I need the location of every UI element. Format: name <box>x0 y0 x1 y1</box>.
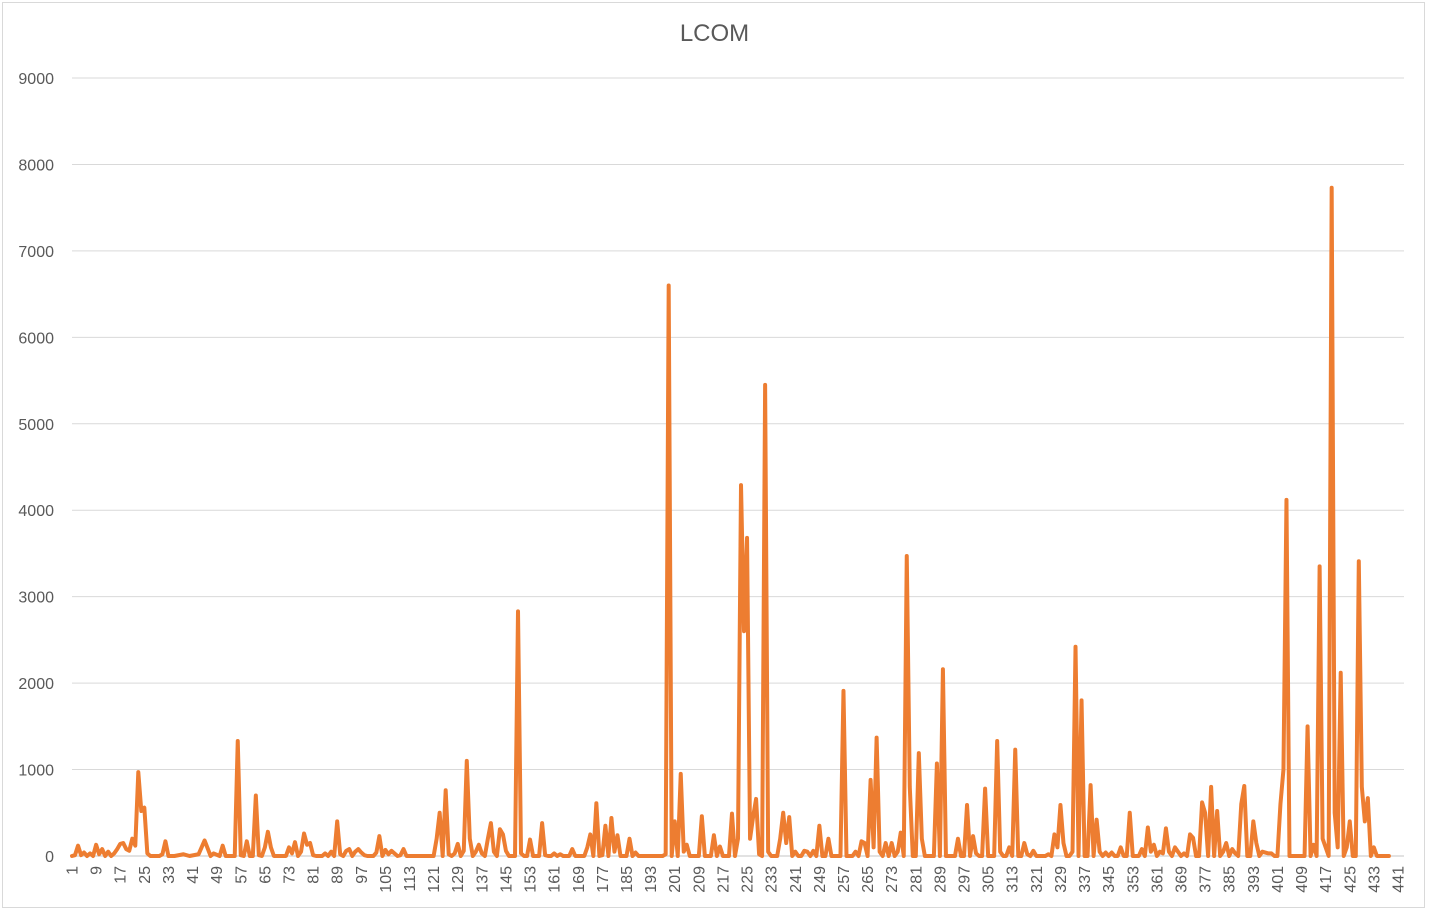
x-tick-label: 73 <box>281 866 298 884</box>
x-tick-label: 105 <box>378 866 395 893</box>
x-tick-label: 113 <box>402 866 419 892</box>
x-tick-label: 401 <box>1270 866 1287 893</box>
x-tick-label: 321 <box>1029 866 1046 893</box>
x-tick-label: 441 <box>1390 866 1407 893</box>
y-axis-ticks: 0 1000 2000 3000 4000 5000 6000 7000 8000 9000 <box>18 71 54 866</box>
x-tick-label: 17 <box>113 866 130 884</box>
x-tick-label: 129 <box>450 866 467 893</box>
x-tick-label: 345 <box>1101 866 1118 893</box>
x-tick-label: 137 <box>474 866 491 893</box>
x-tick-label: 153 <box>523 866 540 893</box>
x-tick-label: 145 <box>498 866 515 893</box>
x-tick-label: 57 <box>233 866 250 884</box>
x-tick-label: 385 <box>1222 866 1239 893</box>
x-tick-label: 25 <box>137 866 154 884</box>
x-tick-label: 241 <box>788 866 805 893</box>
x-tick-label: 281 <box>908 866 925 893</box>
x-tick-label: 249 <box>812 866 829 893</box>
x-tick-label: 65 <box>257 866 274 884</box>
x-tick-label: 265 <box>860 866 877 893</box>
y-tick-label: 6000 <box>18 330 54 347</box>
x-tick-label: 353 <box>1125 866 1142 893</box>
x-tick-label: 9 <box>89 866 106 875</box>
y-tick-label: 0 <box>45 849 54 866</box>
y-tick-label: 4000 <box>18 503 54 520</box>
x-tick-label: 297 <box>957 866 974 893</box>
y-tick-label: 5000 <box>18 417 54 434</box>
x-tick-label: 49 <box>209 866 226 884</box>
x-tick-label: 121 <box>426 866 443 893</box>
x-tick-label: 417 <box>1318 866 1335 893</box>
x-tick-label: 337 <box>1077 866 1094 893</box>
x-tick-label: 409 <box>1294 866 1311 893</box>
x-tick-label: 193 <box>643 866 660 893</box>
x-tick-label: 209 <box>691 866 708 893</box>
x-tick-label: 393 <box>1246 866 1263 893</box>
y-tick-label: 7000 <box>18 244 54 261</box>
y-tick-label: 2000 <box>18 676 54 693</box>
chart-title: LCOM <box>679 20 750 47</box>
x-axis-ticks: 1 9 17 25 33 41 49 57 65 73 81 89 97 105 113 121 129 137 1… <box>65 866 1408 893</box>
series-layer <box>70 185 1391 858</box>
x-tick-label: 225 <box>740 866 757 893</box>
y-tick-label: 8000 <box>18 157 54 174</box>
x-tick-label: 433 <box>1366 866 1383 893</box>
x-tick-label: 273 <box>884 866 901 893</box>
x-tick-label: 161 <box>547 866 564 893</box>
x-tick-label: 425 <box>1342 866 1359 893</box>
x-tick-label: 89 <box>330 866 347 884</box>
x-tick-label: 33 <box>161 866 178 884</box>
x-tick-label: 169 <box>571 866 588 893</box>
y-tick-label: 1000 <box>18 763 54 780</box>
x-tick-label: 201 <box>667 866 684 893</box>
x-tick-label: 257 <box>836 866 853 893</box>
x-tick-label: 185 <box>619 866 636 893</box>
x-tick-label: 233 <box>764 866 781 893</box>
x-tick-label: 313 <box>1005 866 1022 893</box>
x-tick-label: 1 <box>65 866 82 875</box>
y-tick-label: 3000 <box>18 590 54 607</box>
x-tick-label: 97 <box>354 866 371 884</box>
x-tick-label: 41 <box>185 866 202 884</box>
x-tick-label: 81 <box>306 866 323 884</box>
x-tick-label: 361 <box>1149 866 1166 893</box>
x-tick-label: 289 <box>932 866 949 893</box>
y-tick-label: 9000 <box>18 71 54 88</box>
x-tick-label: 305 <box>981 866 998 893</box>
x-tick-label: 377 <box>1198 866 1215 893</box>
x-tick-label: 369 <box>1173 866 1190 893</box>
series-line-1 <box>70 185 1391 858</box>
x-tick-label: 177 <box>595 866 612 893</box>
x-tick-label: 217 <box>715 866 732 893</box>
x-tick-label: 329 <box>1053 866 1070 893</box>
